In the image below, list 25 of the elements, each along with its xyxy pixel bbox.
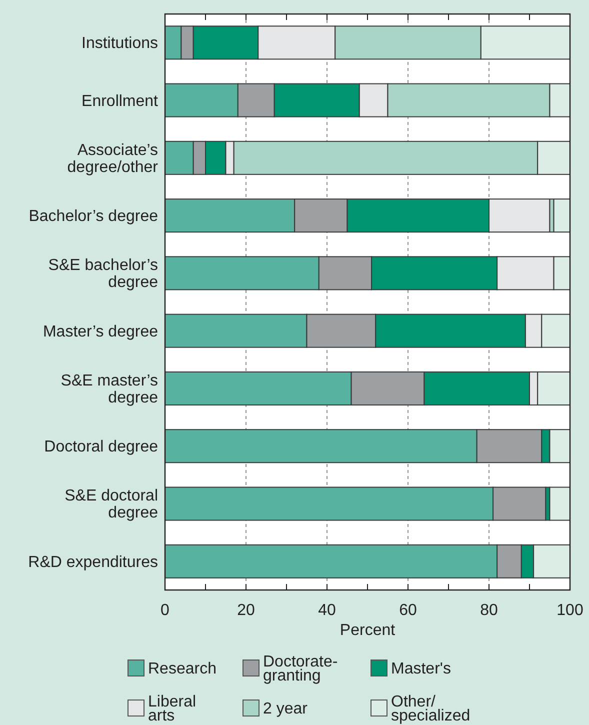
y-tick-label: Doctoral degree — [44, 438, 158, 456]
legend-label: Master's — [391, 660, 451, 678]
x-tick-label: 20 — [237, 602, 255, 619]
bar — [549, 486, 570, 521]
y-tick-label: S&E doctoral degree — [64, 488, 158, 522]
legend-label: Doctorate- granting — [263, 654, 338, 684]
x-tick-label: 100 — [556, 602, 584, 619]
x-tick-label: 0 — [160, 602, 170, 619]
y-tick-label: R&D expenditures — [28, 554, 158, 571]
y-tick-label: Enrollment — [82, 92, 159, 110]
y-tick-label: Institutions — [82, 35, 158, 52]
x-axis-title: Percent — [340, 622, 396, 639]
legend-label: Other/ specialized — [391, 694, 470, 724]
y-tick-label: Master’s degree — [42, 323, 158, 340]
legend-label: 2 year — [263, 700, 308, 718]
y-tick-label: S&E bachelor’s degree — [48, 257, 158, 292]
bar — [553, 198, 570, 233]
y-tick-label: Associate’s degree/other — [67, 142, 159, 176]
y-tick-label: Bachelor’s degree — [28, 208, 158, 226]
legend-label: Research — [148, 660, 216, 678]
y-tick-label: S&E master’s degree — [60, 372, 158, 406]
x-tick-label: 40 — [318, 602, 336, 619]
legend-label: Liberal arts — [148, 694, 196, 724]
x-tick-label: 80 — [480, 602, 498, 619]
x-tick-label: 60 — [399, 602, 417, 619]
